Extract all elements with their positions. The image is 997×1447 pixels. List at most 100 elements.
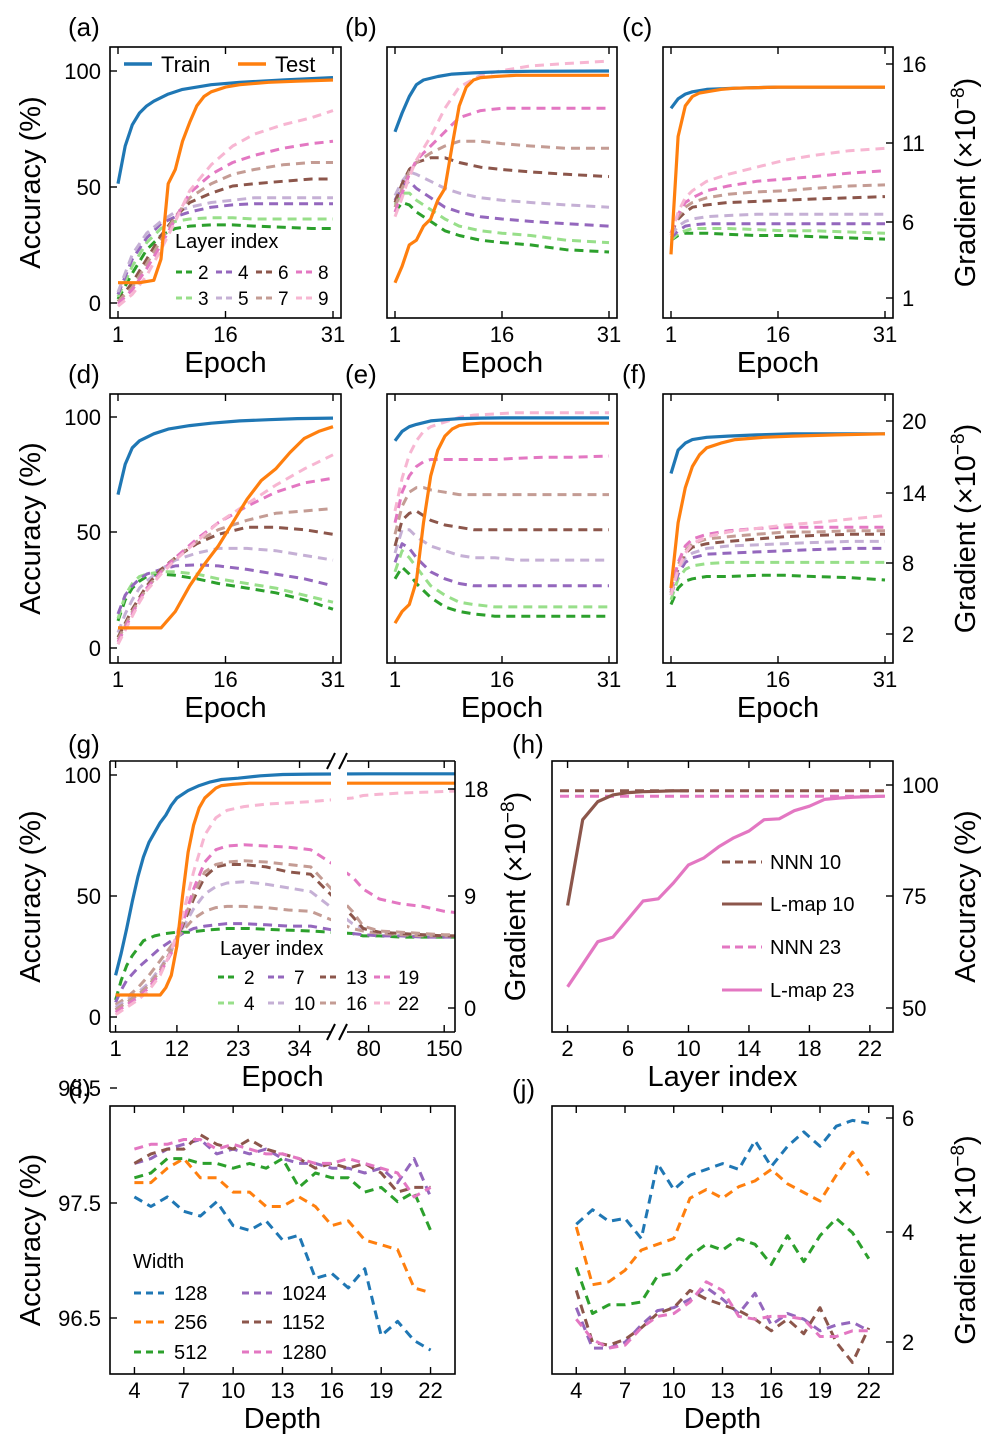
panel-h: (h) 2 6 10 14 18 22 50 75 100 Layer index Gradient … [498,729,982,1093]
series-line-panel-c-6 [669,195,886,234]
panel-b-xtick-label: 1 [389,322,401,347]
series-line-panel-e-8 [393,454,610,524]
panel-a-xlabel: Epoch [184,347,266,379]
panel-h-ytick-label-right: 75 [902,884,926,909]
series-line-panel-a-8 [116,139,334,305]
panel-g-xtick-label: 1 [109,1036,121,1061]
series-line-panel-a-5 [116,196,333,293]
series-line-panel-f-7 [669,529,885,594]
series-line-panel-c-2 [670,231,886,242]
panel-f-xtick-label: 1 [665,667,677,692]
panel-f-ytick-label-right: 20 [902,409,926,434]
panel-g-break-mark [338,1023,348,1041]
series-line-panel-b-test [393,73,609,284]
series-line-panel-d-test [118,425,334,630]
series-line-g-test [115,781,455,997]
legend-train-test: Train Test [124,52,315,77]
series-line-panel-i-1152 [133,1133,431,1194]
gradient-label-main: Gradient (×10 [950,455,982,633]
series-line-panel-e-7 [393,486,609,535]
series-line-panel-b-9 [393,59,610,218]
panel-g-ytick-label: 100 [64,763,101,788]
panel-i-xtick-label: 13 [270,1378,294,1403]
panel-g-ytick-label-right: 9 [464,884,476,909]
panel-g-xtick-label: 34 [287,1036,311,1061]
series-line-panel-b-4 [393,179,610,228]
series-line-panel-b-3 [393,191,610,245]
leg-a-label-3: 3 [198,289,209,310]
series-line-panel-b-8 [393,106,609,213]
legend-h: NNN 10 L-map 10 NNN 23 L-map 23 [722,852,855,1002]
series-line-panel-d-5 [116,546,334,634]
panel-c-ytick-label-right: 11 [902,131,925,156]
series-line-panel-c-5 [669,212,885,237]
series-line-panel-j-1280 [575,1280,869,1350]
panel-i-ylabel: Accuracy (%) [15,1154,47,1326]
panel-j-xtick-label: 4 [570,1378,582,1403]
panel-d: (d) 1 16 31 0 50 100 Epoch Accuracy (%) [15,359,345,724]
panel-i-xtick-label: 22 [418,1378,442,1403]
series-line-panel-c-train [669,85,885,110]
panel-j-ytick-label-right: 4 [902,1220,914,1245]
gradient-label-main: Gradient (×10 [950,109,982,287]
series-line-panel-f-train [669,432,885,474]
series-line-panel-j-256 [574,1150,871,1287]
panel-g-xtick-label: 150 [426,1036,463,1061]
panel-a-ytick-label: 50 [77,175,101,200]
panel-h-xtick-label: 2 [561,1036,573,1061]
gradient-label-main: Gradient (×10 [950,1167,982,1345]
series-line-panel-f-test [669,432,886,589]
panel-j-xlabel: Depth [684,1403,761,1435]
leg-a-label-7: 7 [278,289,289,310]
panel-d-ytick-label: 50 [77,520,101,545]
panel-c-xtick-label: 16 [766,322,790,347]
leg-h-label-lmap23: L-map 23 [770,980,855,1002]
leg-g-label-10: 10 [294,994,315,1015]
panel-h-ytick-label-right: 100 [902,773,939,798]
layer-legend-title-a: Layer index [175,231,278,253]
panel-j-xtick-label: 10 [662,1378,686,1403]
series-line-panel-a-9 [117,109,334,308]
leg-a-label-9: 9 [318,289,329,310]
panel-j-frame [551,1105,894,1375]
series-line-panel-f-5 [669,539,885,594]
panel-h-ylabel-right: Accuracy (%) [950,810,982,982]
series-line-panel-e-3 [393,549,609,609]
series-line-panel-d-3 [116,570,334,620]
width-legend-title: Width [133,1251,184,1273]
panel-j-ytick-label-right: 6 [902,1106,914,1131]
panel-h-xtick-label: 22 [858,1036,882,1061]
panel-g-ytick-label-right: 0 [464,996,476,1021]
series-line-panel-c-4 [669,222,885,239]
leg-g-label-4: 4 [244,994,255,1015]
panel-a-xtick-label: 1 [112,322,124,347]
gradient-label-exponent: −8 [948,433,969,455]
panel-j-xtick-label: 13 [710,1378,734,1403]
series-line-panel-b-5 [393,170,610,209]
series-line-g-4 [114,922,455,1004]
panel-b-xtick-label: 31 [597,322,621,347]
panel-i-xtick-label: 4 [128,1378,140,1403]
panel-i-xtick-label: 16 [320,1378,344,1403]
width-legend-i: Width 128 1024 256 1152 512 1280 [133,1251,327,1364]
panel-d-xtick-label: 1 [112,667,124,692]
panel-h-xlabel: Layer index [648,1061,798,1093]
panel-c-label: (c) [622,12,652,42]
panel-j-ytick-label-right: 2 [902,1330,914,1355]
series-line-panel-c-7 [669,183,886,234]
panel-h-ytick-label-right: 50 [902,996,926,1021]
layer-legend-title-g: Layer index [220,938,323,960]
panel-d-ytick-label: 0 [89,636,101,661]
panel-c-xlabel: Epoch [737,347,819,379]
panel-c-ylabel-right: Gradient (×10−8) [948,78,982,287]
gradient-label-exponent: −8 [498,801,519,823]
panel-d-xlabel: Epoch [184,692,266,724]
leg-i-label-128: 128 [174,1283,207,1305]
series-line-panel-i-1280 [133,1138,432,1199]
panel-j-xtick-label: 19 [808,1378,832,1403]
panel-a-label: (a) [68,12,100,42]
panel-h-xtick-label: 14 [737,1036,761,1061]
